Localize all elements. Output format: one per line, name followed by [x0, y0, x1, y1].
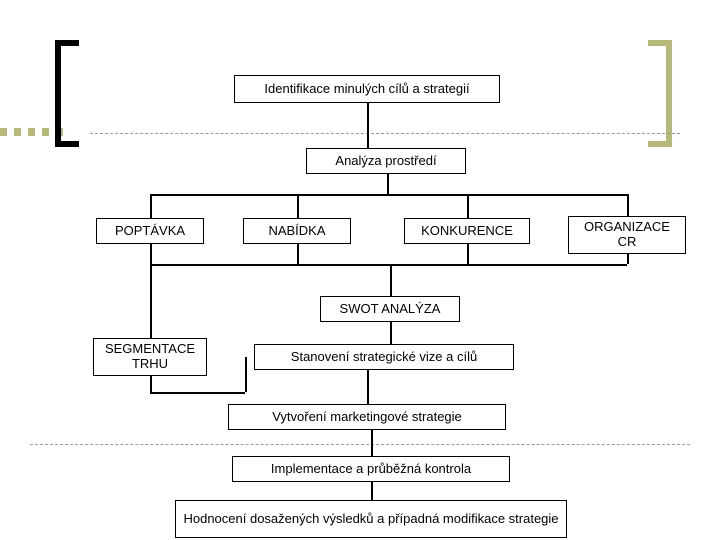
flowchart-canvas: Identifikace minulých cílů a strategií A… — [0, 0, 720, 540]
node-hodnoceni: Hodnocení dosažených výsledků a případná… — [175, 500, 567, 538]
node-strategie: Vytvoření marketingové strategie — [228, 404, 506, 430]
node-label: SEGMENTACE TRHU — [100, 342, 200, 372]
bracket-left-icon — [55, 40, 79, 147]
node-label: Stanovení strategické vize a cílů — [291, 350, 477, 365]
node-organizace: ORGANIZACE CR — [568, 216, 686, 254]
node-label: KONKURENCE — [421, 224, 513, 239]
divider-top — [90, 133, 680, 134]
node-label: SWOT ANALÝZA — [340, 302, 441, 317]
node-analyza: Analýza prostředí — [306, 148, 466, 174]
bracket-right-icon — [648, 40, 672, 147]
node-nabidka: NABÍDKA — [243, 218, 351, 244]
node-label: NABÍDKA — [268, 224, 325, 239]
node-segmentace: SEGMENTACE TRHU — [93, 338, 207, 376]
node-label: Analýza prostředí — [335, 154, 436, 169]
node-label: Implementace a průběžná kontrola — [271, 462, 471, 477]
node-identifikace: Identifikace minulých cílů a strategií — [234, 75, 500, 103]
node-konkurence: KONKURENCE — [404, 218, 530, 244]
node-vize: Stanovení strategické vize a cílů — [254, 344, 514, 370]
node-implementace: Implementace a průběžná kontrola — [232, 456, 510, 482]
node-swot: SWOT ANALÝZA — [320, 296, 460, 322]
node-label: POPTÁVKA — [115, 224, 185, 239]
node-label: Hodnocení dosažených výsledků a případná… — [183, 512, 558, 527]
node-label: ORGANIZACE CR — [575, 220, 679, 250]
node-label: Vytvoření marketingové strategie — [272, 410, 462, 425]
node-poptavka: POPTÁVKA — [96, 218, 204, 244]
divider-bottom — [30, 444, 690, 445]
node-label: Identifikace minulých cílů a strategií — [264, 82, 469, 97]
